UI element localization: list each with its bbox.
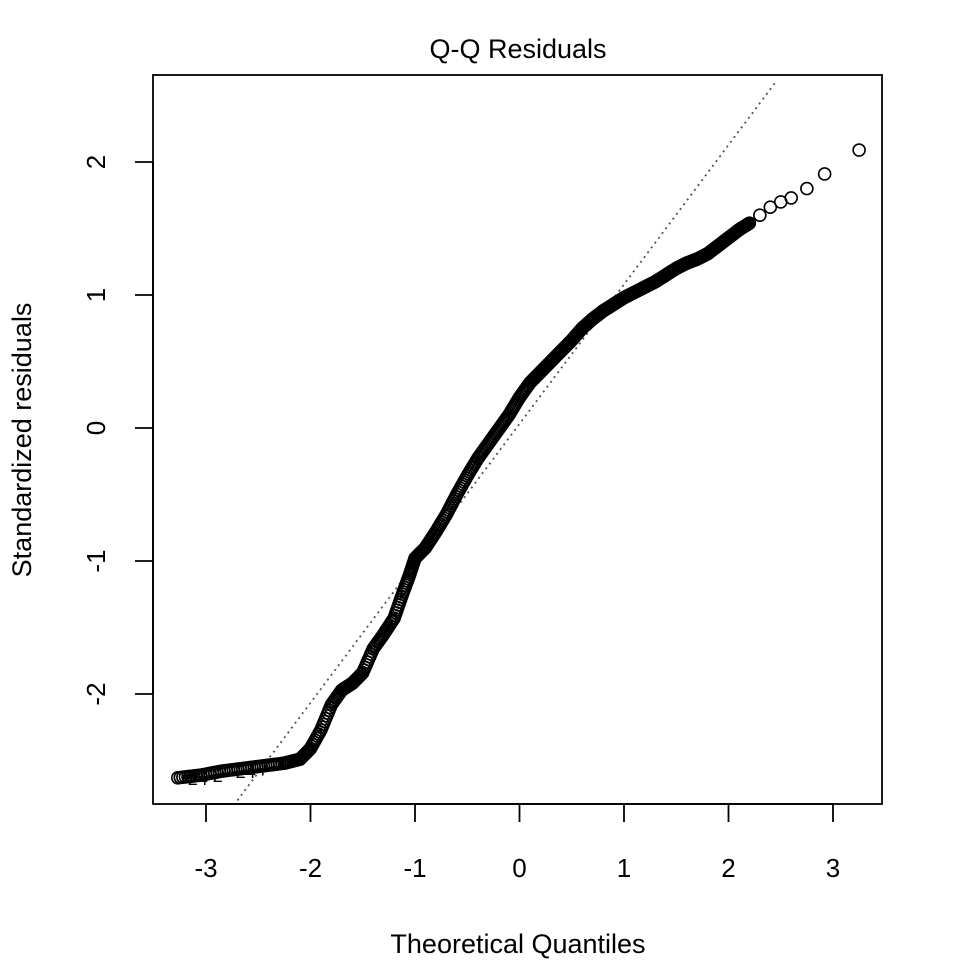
chart-title: Q-Q Residuals	[429, 34, 606, 64]
x-axis: -3 -2 -1 0 1 2 3	[194, 803, 840, 883]
point-label: 24	[236, 762, 256, 782]
data-point	[852, 143, 866, 157]
data-point	[817, 167, 832, 181]
plot-frame	[152, 74, 883, 805]
y-tick-label: 1	[81, 288, 111, 302]
x-axis-title: Theoretical Quantiles	[390, 929, 645, 959]
y-tick-label: 0	[81, 421, 111, 435]
x-tick-label: -3	[194, 853, 217, 883]
data-point	[763, 200, 778, 215]
y-tick-label: -1	[81, 549, 111, 572]
point-label: 24	[188, 769, 208, 789]
y-axis-title: Standardized residuals	[7, 303, 37, 578]
data-point	[800, 181, 814, 196]
x-tick-label: 1	[617, 853, 631, 883]
x-tick-label: 2	[721, 853, 735, 883]
point-labels: 24 2 24 7	[188, 759, 269, 788]
reference-line	[236, 81, 777, 801]
plot-region: 24 2 24 7	[152, 74, 883, 805]
point-label: 7	[259, 759, 269, 779]
y-tick-label: 2	[81, 155, 111, 169]
data-point	[784, 191, 799, 205]
data-point	[742, 216, 757, 230]
data-point	[753, 208, 767, 222]
point-label: 2	[213, 766, 223, 786]
x-tick-label: -2	[299, 853, 322, 883]
data-points	[170, 143, 866, 785]
x-tick-label: -1	[403, 853, 426, 883]
x-tick-label: 0	[512, 853, 526, 883]
y-axis: -2 -1 0 1 2	[81, 155, 154, 706]
x-tick-label: 3	[826, 853, 840, 883]
y-tick-label: -2	[81, 682, 111, 705]
